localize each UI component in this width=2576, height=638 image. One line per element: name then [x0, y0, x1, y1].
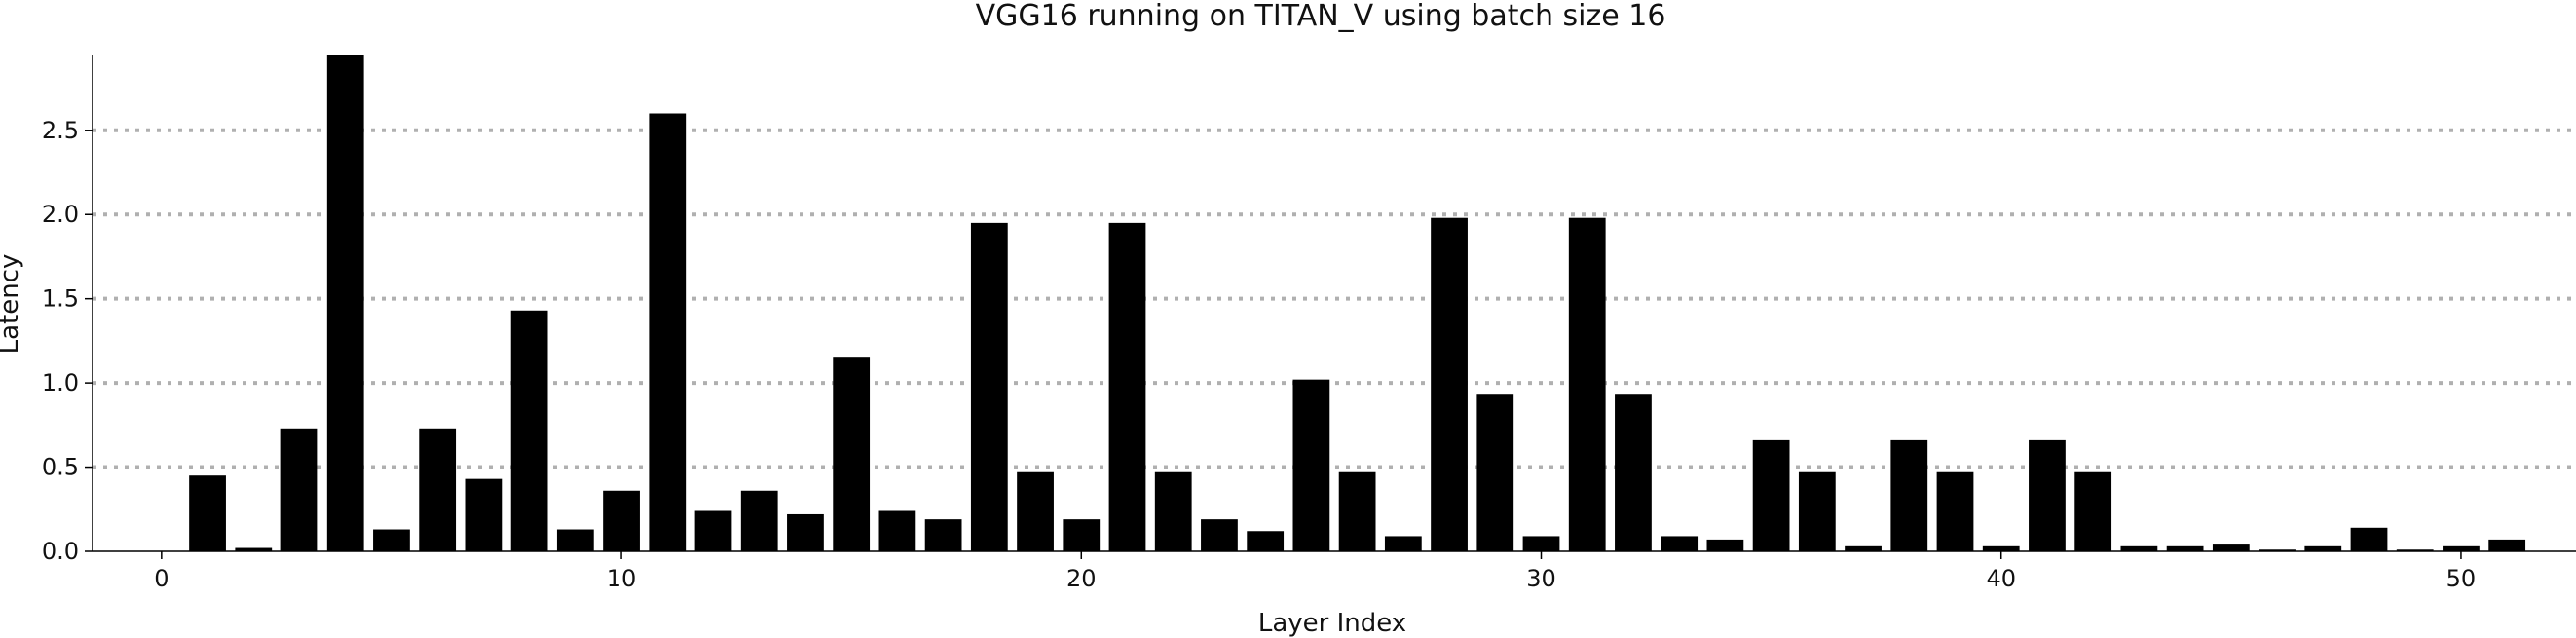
- bar-layer-27: [1384, 536, 1422, 551]
- x-tick-label-1: 10: [607, 565, 637, 592]
- axes-layer: [92, 55, 2576, 552]
- bar-layer-1: [189, 475, 226, 551]
- bar-layer-9: [556, 529, 594, 551]
- x-axis-label: Layer Index: [1258, 609, 1406, 638]
- bar-layer-28: [1431, 217, 1468, 551]
- grid-layer: [93, 128, 2576, 469]
- bar-layer-26: [1338, 471, 1376, 551]
- bar-layer-24: [1247, 531, 1285, 551]
- bar-layer-14: [787, 513, 824, 551]
- bar-layer-51: [2488, 539, 2526, 551]
- bar-layer-21: [1108, 222, 1146, 552]
- bar-layer-3: [280, 428, 318, 551]
- bar-layer-44: [2166, 545, 2204, 551]
- y-tick-label-4: 2.0: [42, 201, 79, 228]
- bar-layer-12: [694, 510, 732, 551]
- bar-layer-13: [740, 490, 778, 551]
- bar-layer-18: [970, 222, 1008, 552]
- bar-layer-43: [2120, 545, 2158, 551]
- x-tick-label-5: 50: [2446, 565, 2477, 592]
- bar-layer-39: [1936, 471, 1974, 551]
- bar-layer-22: [1154, 471, 1192, 551]
- bar-layer-34: [1706, 539, 1744, 551]
- bar-layer-35: [1752, 439, 1790, 551]
- bar-layer-10: [603, 490, 640, 551]
- bar-layer-36: [1798, 471, 1836, 551]
- bar-layer-29: [1476, 394, 1514, 551]
- bar-layer-40: [1982, 545, 2020, 551]
- bar-layer-32: [1615, 394, 1652, 551]
- bar-layer-11: [649, 113, 687, 551]
- y-tick-label-3: 1.5: [42, 285, 79, 313]
- y-tick-label-5: 2.5: [42, 117, 79, 144]
- x-tick-label-3: 30: [1526, 565, 1556, 592]
- x-tick-label-4: 40: [1986, 565, 2016, 592]
- bar-layer-15: [833, 357, 871, 551]
- bar-layer-19: [1017, 471, 1054, 551]
- bar-layer-25: [1292, 379, 1330, 551]
- x-tick-label-2: 20: [1066, 565, 1097, 592]
- bar-layer-31: [1568, 217, 1606, 551]
- bar-layer-38: [1890, 439, 1928, 551]
- bar-layer-6: [419, 428, 457, 551]
- x-tick-label-0: 0: [154, 565, 168, 592]
- bar-layer-20: [1063, 519, 1101, 551]
- bar-layer-16: [878, 510, 916, 551]
- ticks-layer: 0.0 0.5 1.0 1.5 2.0 2.5 0 10 20 30 40 50: [42, 117, 2476, 592]
- y-tick-label-1: 0.5: [42, 454, 79, 481]
- bar-layer-7: [465, 478, 503, 551]
- bar-layer-8: [510, 310, 548, 551]
- bar-layer-37: [1845, 545, 1882, 551]
- y-tick-label-2: 1.0: [42, 369, 79, 396]
- bar-layer-2: [235, 547, 273, 551]
- bar-layer-4: [326, 55, 364, 551]
- bar-layer-30: [1522, 536, 1560, 551]
- bar-layer-50: [2443, 545, 2480, 551]
- bar-layer-45: [2212, 544, 2250, 551]
- bar-layer-5: [373, 529, 410, 551]
- bar-layer-23: [1201, 519, 1238, 551]
- bars-layer: [189, 55, 2526, 552]
- bar-layer-33: [1661, 536, 1699, 551]
- bar-layer-42: [2074, 471, 2112, 551]
- y-tick-label-0: 0.0: [42, 538, 79, 565]
- bar-layer-46: [2259, 549, 2296, 551]
- bar-layer-47: [2304, 545, 2342, 551]
- y-axis-label: Latency: [0, 254, 24, 355]
- bar-layer-48: [2350, 527, 2388, 551]
- bar-layer-49: [2396, 549, 2434, 551]
- bar-layer-17: [924, 519, 962, 551]
- bar-layer-41: [2029, 439, 2066, 551]
- chart-title: VGG16 running on TITAN_V using batch siz…: [976, 0, 1666, 33]
